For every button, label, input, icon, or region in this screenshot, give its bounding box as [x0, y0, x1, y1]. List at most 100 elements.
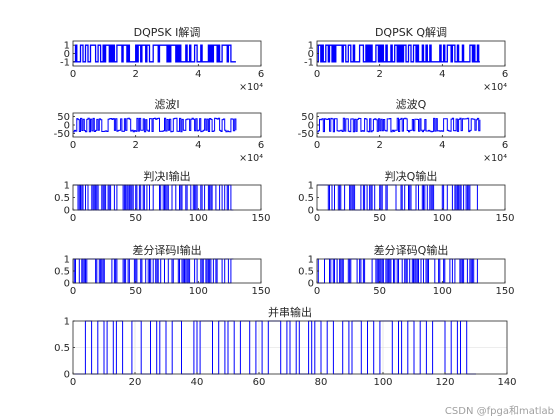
- x-tick-label: 0: [70, 286, 76, 297]
- axes-background: [317, 113, 505, 137]
- signal-line: [73, 258, 234, 284]
- x-tick-label: 4: [439, 69, 445, 80]
- x-tick-label: 0: [70, 377, 76, 388]
- y-tick-label: 1: [64, 41, 70, 52]
- y-tick-label: 0.5: [54, 343, 70, 354]
- x-tick-label: 150: [495, 286, 514, 297]
- signal-line: [73, 117, 237, 133]
- x-exponent-label: ×10⁴: [483, 82, 507, 93]
- subplot-title: 判决I输出: [143, 169, 190, 183]
- x-exponent-label: ×10⁴: [239, 153, 263, 164]
- y-tick-label: -1: [60, 57, 70, 68]
- x-tick-label: 6: [502, 69, 508, 80]
- axes-background: [317, 259, 505, 283]
- x-tick-label: 6: [258, 69, 264, 80]
- watermark-text: CSDN @fpga和matlab: [444, 406, 554, 417]
- y-tick-label: -1: [304, 57, 314, 68]
- x-tick-label: 4: [195, 69, 201, 80]
- y-tick-label: 0: [308, 279, 314, 290]
- y-tick-label: 1: [64, 255, 70, 266]
- x-tick-label: 2: [376, 140, 382, 151]
- subplot-title: 差分译码I输出: [132, 243, 201, 257]
- x-tick-label: 0: [70, 69, 76, 80]
- x-tick-label: 0: [314, 213, 320, 224]
- subplot-title: DQPSK Q解调: [375, 25, 447, 39]
- y-tick-label: 0: [64, 206, 70, 217]
- x-tick-label: 0: [314, 69, 320, 80]
- x-tick-label: 0: [314, 140, 320, 151]
- y-tick-label: 50: [301, 112, 314, 123]
- x-tick-label: 100: [373, 377, 392, 388]
- y-tick-label: 0: [308, 121, 314, 132]
- y-tick-label: 1: [308, 181, 314, 192]
- x-tick-label: 50: [373, 286, 386, 297]
- x-tick-label: 6: [502, 140, 508, 151]
- subplot-9: 0 20 40 60 80 100 120 140 0 0.5 1 并串输出: [54, 305, 516, 388]
- subplot-title: 差分译码Q输出: [374, 243, 449, 257]
- x-tick-label: 0: [70, 213, 76, 224]
- subplot-7: 0 50 100 150 00.51 差分译码I输出: [54, 243, 270, 297]
- signal-line: [73, 44, 236, 63]
- x-tick-label: 80: [315, 377, 328, 388]
- x-tick-label: 4: [439, 140, 445, 151]
- y-tick-label: 1: [64, 317, 70, 328]
- x-tick-label: 150: [495, 213, 514, 224]
- x-exponent-label: ×10⁴: [483, 153, 507, 164]
- y-tick-label: 1: [308, 255, 314, 266]
- x-tick-label: 2: [376, 69, 382, 80]
- x-exponent-label: ×10⁴: [239, 82, 263, 93]
- signal-line: [317, 117, 481, 133]
- subplot-title: 并串输出: [268, 305, 312, 319]
- subplot-title: DQPSK I解调: [134, 25, 201, 39]
- subplot-title: 滤波I: [154, 98, 179, 111]
- y-tick-label: 1: [308, 41, 314, 52]
- x-tick-label: 0: [70, 140, 76, 151]
- subplot-8: 0 50 100 150 00.51 差分译码Q输出: [298, 243, 514, 297]
- x-tick-label: 20: [129, 377, 142, 388]
- x-tick-label: 2: [132, 140, 138, 151]
- axes-background: [73, 259, 261, 283]
- x-tick-label: 60: [253, 377, 266, 388]
- y-tick-label: 0: [64, 49, 70, 60]
- y-tick-label: 0.5: [298, 267, 314, 278]
- signal-line: [73, 184, 234, 211]
- y-tick-label: 0.5: [54, 267, 70, 278]
- x-tick-label: 100: [189, 286, 208, 297]
- y-tick-label: 0: [308, 49, 314, 60]
- x-tick-label: 140: [497, 377, 516, 388]
- y-tick-label: 1: [64, 181, 70, 192]
- x-tick-label: 50: [129, 286, 142, 297]
- subplot-title: 判决Q输出: [385, 169, 438, 183]
- y-tick-label: 0.5: [54, 193, 70, 204]
- y-tick-label: 0: [308, 206, 314, 217]
- y-tick-label: 0.5: [298, 193, 314, 204]
- x-tick-label: 40: [191, 377, 204, 388]
- x-tick-label: 50: [129, 213, 142, 224]
- y-tick-label: 0: [64, 370, 70, 381]
- signal-line: [317, 44, 480, 63]
- x-tick-label: 120: [435, 377, 454, 388]
- x-tick-label: 2: [132, 69, 138, 80]
- x-tick-label: 100: [433, 213, 452, 224]
- x-tick-label: 0: [314, 286, 320, 297]
- x-tick-label: 50: [373, 213, 386, 224]
- y-tick-label: -50: [298, 129, 314, 140]
- x-tick-label: 150: [251, 286, 270, 297]
- x-tick-label: 100: [189, 213, 208, 224]
- y-tick-label: 0: [64, 121, 70, 132]
- y-tick-label: 50: [57, 112, 70, 123]
- subplot-title: 滤波Q: [396, 98, 427, 111]
- x-tick-label: 150: [251, 213, 270, 224]
- x-tick-label: 6: [258, 140, 264, 151]
- x-tick-label: 100: [433, 286, 452, 297]
- x-tick-label: 4: [195, 140, 201, 151]
- y-tick-label: -50: [54, 129, 70, 140]
